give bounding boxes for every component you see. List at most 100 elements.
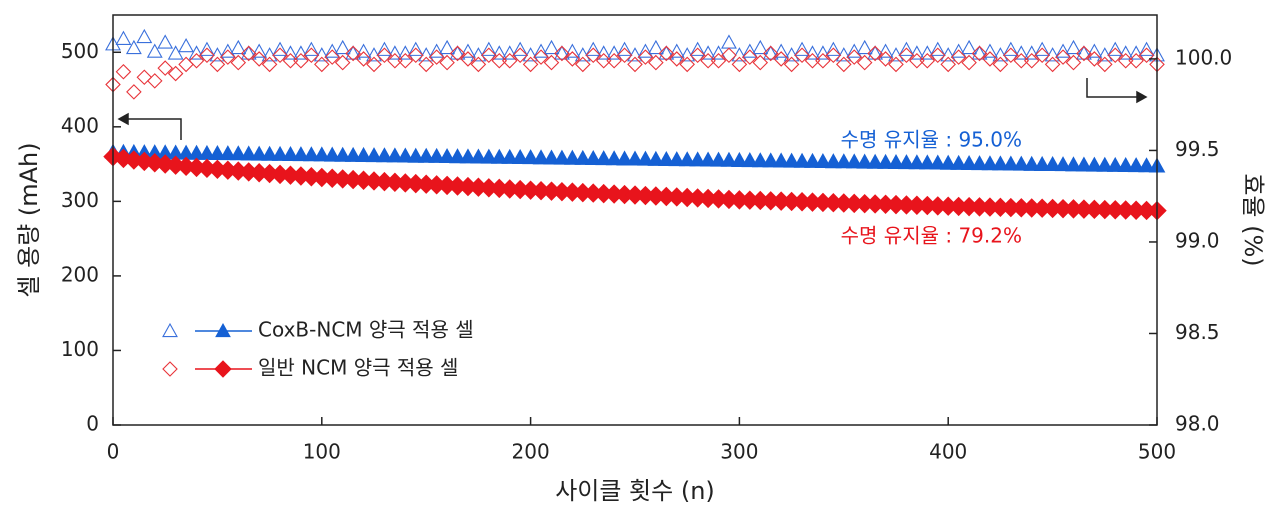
marker [428, 147, 445, 163]
marker [689, 47, 706, 64]
marker [1127, 157, 1145, 173]
marker [783, 152, 800, 168]
marker [324, 43, 341, 58]
marker [1013, 52, 1030, 69]
y2-tick-label: 98.5 [1175, 320, 1220, 344]
marker [365, 147, 383, 163]
marker [449, 45, 466, 62]
legend-entry: 일반 NCM 양극 적용 셀 [162, 356, 458, 380]
marker [637, 150, 654, 166]
annotation: 수명 유지율 : 95.0% [841, 128, 1022, 152]
marker [1044, 56, 1061, 73]
y-tick-label: 500 [61, 39, 99, 63]
marker [898, 47, 915, 64]
legend-entry: CoxB-NCM 양극 적용 셀 [162, 318, 474, 342]
marker [584, 149, 602, 165]
marker [470, 56, 487, 73]
marker [657, 150, 675, 166]
marker [345, 45, 361, 62]
marker [1034, 41, 1051, 56]
marker [512, 41, 529, 56]
marker [689, 41, 706, 56]
marker [125, 39, 142, 55]
marker [303, 146, 320, 162]
marker [501, 52, 518, 69]
marker [741, 152, 759, 168]
marker [303, 41, 320, 56]
marker [136, 69, 153, 86]
x-tick-label: 200 [512, 440, 550, 464]
marker [909, 52, 925, 69]
marker [1107, 41, 1124, 56]
marker [731, 151, 748, 167]
marker [950, 43, 967, 58]
marker [877, 43, 894, 58]
marker [407, 147, 425, 163]
marker [387, 52, 403, 69]
marker [397, 52, 414, 69]
marker [981, 155, 999, 171]
marker [1106, 156, 1124, 172]
marker [1013, 45, 1030, 60]
marker [919, 52, 936, 69]
marker [564, 51, 581, 67]
marker [627, 56, 643, 73]
marker [595, 150, 613, 166]
marker [219, 145, 237, 161]
marker [282, 45, 299, 60]
marker [804, 45, 821, 60]
marker [250, 145, 268, 161]
marker [887, 153, 905, 170]
marker [961, 39, 978, 55]
marker [199, 47, 215, 64]
marker [971, 45, 988, 62]
marker [543, 39, 560, 55]
marker [376, 41, 393, 56]
marker [272, 47, 288, 64]
right-arrow [1086, 78, 1148, 104]
marker [679, 56, 695, 73]
marker [418, 56, 434, 73]
legend-label: 일반 NCM 양극 적용 셀 [258, 356, 458, 380]
marker [1097, 56, 1113, 73]
marker [220, 49, 236, 65]
marker [637, 43, 654, 58]
marker [251, 51, 267, 67]
marker [136, 28, 153, 44]
marker [230, 54, 247, 71]
marker [992, 56, 1009, 73]
marker [428, 43, 445, 58]
marker [146, 73, 163, 89]
marker [1107, 47, 1124, 64]
marker [888, 56, 904, 73]
marker [1023, 155, 1041, 171]
marker [606, 45, 623, 60]
marker [877, 153, 894, 169]
y-axis-title: 셀 용량 (mAh) [15, 142, 43, 297]
marker [564, 43, 581, 58]
marker [825, 47, 842, 64]
marker [386, 147, 404, 163]
y2-tick-label: 100.0 [1175, 45, 1232, 69]
marker [543, 149, 560, 165]
marker [678, 151, 696, 167]
marker [616, 47, 633, 64]
marker [428, 49, 445, 65]
marker [626, 150, 644, 166]
marker [835, 153, 853, 169]
marker [1002, 155, 1020, 171]
marker [1023, 45, 1040, 60]
marker [439, 39, 456, 55]
marker [783, 56, 800, 73]
marker [950, 49, 967, 65]
marker [1044, 156, 1061, 172]
marker [162, 361, 178, 377]
marker [720, 151, 738, 167]
marker [355, 51, 372, 67]
marker [616, 41, 633, 56]
marker [1002, 41, 1019, 56]
marker [564, 149, 581, 165]
marker [762, 152, 780, 168]
marker [971, 155, 988, 171]
marker [282, 52, 299, 69]
